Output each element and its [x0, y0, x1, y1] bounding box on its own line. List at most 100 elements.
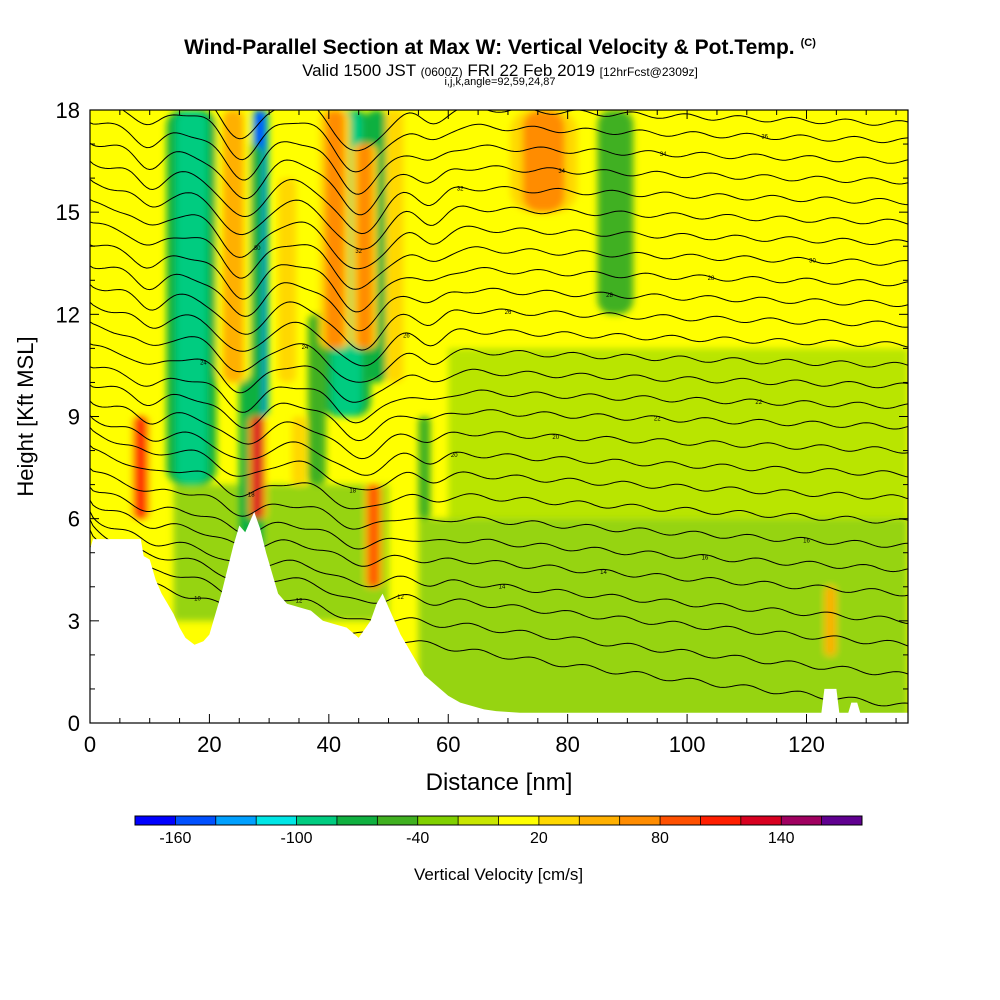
chart-subtitle: Valid 1500 JST (0600Z) FRI 22 Feb 2019 [… [0, 61, 1000, 81]
colorbar-swatch [660, 816, 701, 825]
colorbar-swatch [377, 816, 419, 825]
y-axis-label: Height [Kft MSL] [13, 336, 38, 496]
colorbar-tick-label: 80 [651, 830, 669, 847]
terrain-mask [90, 511, 908, 723]
contour-label: 26 [403, 334, 410, 340]
colorbar-tick-label: -40 [406, 830, 429, 847]
colorbar-swatch [579, 816, 620, 825]
forecast-info: [12hrFcst@2309z] [599, 65, 698, 79]
contour-label: 16 [702, 555, 709, 561]
colorbar-tick-label: -160 [159, 830, 191, 847]
theta-contour [90, 445, 908, 524]
contour-label: 18 [349, 489, 356, 495]
theta-contour [90, 400, 908, 460]
w-core [278, 178, 296, 383]
theta-contour [90, 284, 908, 351]
colorbar-swatch [215, 816, 257, 825]
w-core [325, 110, 345, 349]
theta-contour [90, 384, 908, 442]
theta-contours: 10 12 12 14 14 16 16 18 18 20 20 22 22 24 24 26 26 28 28 30… [90, 102, 908, 707]
contour-label: 22 [654, 417, 661, 423]
x-tick-label: 100 [669, 732, 706, 757]
contour-label: 36 [206, 102, 213, 108]
x-tick-label: 80 [555, 732, 579, 757]
colorbar-swatch [740, 816, 782, 825]
theta-contour [90, 366, 908, 424]
colorbar-tick-label: 20 [530, 830, 548, 847]
w-core [291, 416, 307, 485]
w-zone [448, 348, 908, 519]
contour-label: 20 [552, 435, 559, 441]
colorbar-swatch [175, 816, 217, 825]
theta-contour [90, 500, 908, 597]
contour-label: 28 [606, 293, 613, 299]
colorbar-swatch [336, 816, 378, 825]
x-tick-label: 40 [317, 732, 341, 757]
contour-label: 22 [755, 400, 762, 406]
theta-contour [90, 244, 908, 313]
colorbar-swatch [700, 816, 742, 825]
theta-contour [90, 142, 908, 216]
contour-label: 24 [302, 345, 309, 351]
contour-label: 28 [708, 276, 715, 282]
contour-label: 14 [600, 570, 607, 576]
x-tick-label: 20 [197, 732, 221, 757]
y-tick-label: 3 [68, 609, 80, 634]
y-tick-label: 12 [56, 302, 80, 327]
chart-title: Wind-Parallel Section at Max W: Vertical… [0, 36, 1000, 60]
w-core [385, 110, 404, 383]
theta-contour [90, 486, 908, 573]
chart-title-text: Wind-Parallel Section at Max W: Vertical… [184, 36, 795, 59]
theta-contour [214, 110, 908, 152]
colorbar-swatch [821, 816, 863, 825]
theta-contour [90, 160, 908, 235]
y-tick-label: 6 [68, 507, 80, 532]
theta-contour [90, 511, 908, 625]
contour-label: 16 [803, 538, 810, 544]
w-core [135, 416, 147, 519]
contour-label: 30 [254, 246, 261, 252]
contour-label: 10 [194, 596, 201, 602]
theta-contour [90, 301, 908, 367]
copyright-mark: (C) [800, 37, 816, 49]
w-core [418, 416, 431, 519]
contour-label: 14 [499, 585, 506, 591]
valid-time: Valid 1500 JST [302, 61, 416, 80]
contour-label: 36 [761, 135, 768, 141]
colorbar-swatch [619, 816, 661, 825]
theta-contour [90, 178, 908, 250]
theta-contour [90, 122, 908, 195]
theta-contour [90, 427, 908, 500]
theta-contour [90, 321, 908, 383]
colorbar-swatch [538, 816, 580, 825]
theta-contour [90, 221, 908, 290]
y-tick-label: 18 [56, 98, 80, 123]
theta-contour [90, 265, 908, 332]
colorbar-swatch [296, 816, 338, 825]
colorbar-swatch [781, 816, 822, 825]
contour-label: 32 [355, 249, 362, 255]
colorbar-swatch [458, 816, 499, 825]
y-tick-label: 0 [68, 711, 80, 736]
colorbar-label: Vertical Velocity [cm/s] [414, 865, 583, 884]
contour-label: 18 [248, 493, 255, 499]
theta-contour [90, 343, 908, 403]
w-core [368, 484, 379, 587]
w-core [597, 110, 634, 315]
contour-label: 12 [296, 598, 303, 604]
contour-label: 24 [200, 360, 207, 366]
x-tick-label: 60 [436, 732, 460, 757]
contour-label: 30 [809, 259, 816, 265]
y-tick-label: 9 [68, 405, 80, 430]
contour-label: 34 [660, 152, 667, 158]
theta-contour [121, 110, 908, 173]
w-core [825, 586, 836, 655]
colorbar-swatch [135, 816, 176, 825]
contour-label: 26 [505, 310, 512, 316]
w-core [356, 144, 373, 349]
x-tick-label: 0 [84, 732, 96, 757]
w-core [522, 110, 565, 213]
theta-contour [90, 415, 908, 478]
contour-label: 34 [558, 169, 565, 175]
